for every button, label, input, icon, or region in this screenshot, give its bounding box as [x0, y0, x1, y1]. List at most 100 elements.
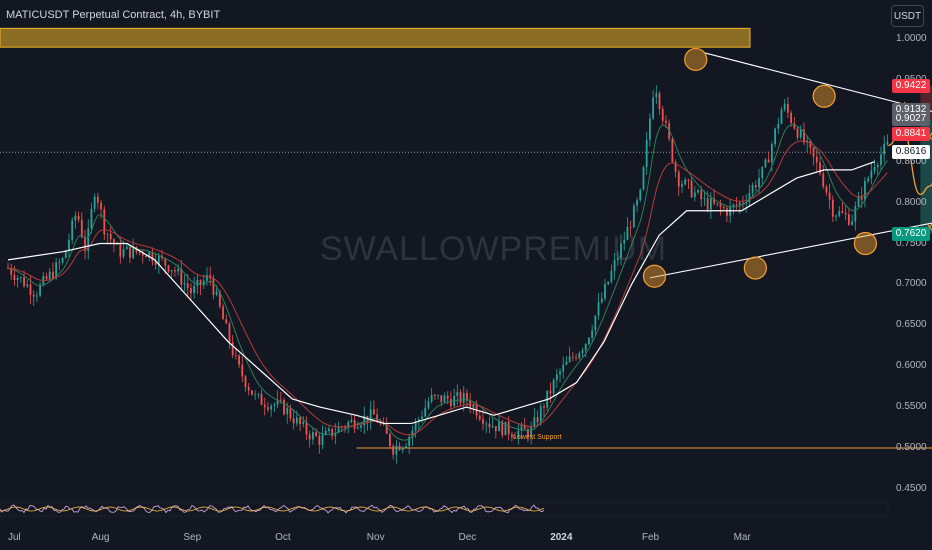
candle-body — [151, 252, 154, 262]
candle-body — [113, 239, 115, 245]
candle-body — [684, 179, 687, 185]
candle-body — [199, 280, 202, 286]
candle-body — [218, 291, 221, 307]
candle-body — [84, 237, 86, 251]
candle-body — [93, 196, 96, 209]
candle-body — [356, 427, 359, 429]
candle-body — [35, 295, 38, 297]
candle-body — [796, 128, 799, 138]
price-badge: 0.9027 — [892, 111, 930, 126]
candle-body — [661, 108, 664, 121]
candle-body — [180, 268, 183, 285]
candle-body — [844, 212, 847, 215]
candle-body — [632, 205, 635, 228]
candle-body — [215, 291, 218, 295]
candle-body — [395, 445, 398, 455]
x-tick-label: Sep — [183, 532, 202, 543]
candle-body — [138, 251, 141, 253]
candle-body — [552, 380, 555, 394]
candle-body — [780, 109, 783, 124]
candle-body — [289, 408, 292, 419]
candle-body — [61, 258, 64, 263]
candle-body — [838, 211, 841, 216]
candle-body — [228, 323, 231, 343]
candle-body — [414, 421, 417, 431]
candle-body — [353, 419, 356, 429]
x-tick-label: Feb — [641, 532, 660, 543]
candle-body — [777, 123, 780, 129]
candle-body — [257, 393, 260, 395]
candle-body — [279, 399, 282, 401]
candle-body — [430, 394, 433, 402]
price-badge: 0.8616 — [892, 145, 930, 160]
candle-body — [401, 447, 404, 451]
candle-body — [671, 138, 674, 163]
candle-body — [706, 198, 709, 210]
candle-body — [578, 353, 581, 359]
candle-body — [363, 415, 366, 426]
price-badge: 0.9422 — [892, 79, 930, 94]
candle-body — [665, 120, 667, 124]
candle-body — [254, 394, 257, 396]
candle-body — [623, 240, 626, 244]
candle-body — [761, 166, 764, 179]
currency-unit-button[interactable]: USDT — [891, 5, 924, 27]
candle-body — [286, 408, 289, 415]
x-tick-label: Nov — [366, 532, 385, 543]
candle-body — [260, 393, 263, 405]
candle-body — [597, 302, 600, 316]
candle-body — [16, 277, 19, 280]
candle-body — [690, 180, 693, 198]
candle-body — [321, 434, 324, 445]
candle-body — [80, 219, 83, 238]
candle-body — [584, 344, 587, 351]
y-tick-label: 0.5000 — [896, 442, 927, 453]
candle-body — [527, 429, 529, 438]
price-badge: 0.8841 — [892, 126, 930, 141]
candle-body — [880, 154, 882, 165]
candle-body — [132, 246, 135, 258]
candle-body — [177, 268, 180, 272]
candle-body — [639, 189, 642, 201]
long-position-box — [920, 119, 932, 234]
candle-body — [613, 260, 616, 271]
candle-body — [77, 215, 80, 220]
candle-body — [488, 423, 491, 428]
y-tick-label: 1.0000 — [896, 33, 927, 44]
projected-path — [888, 128, 932, 196]
candle-body — [157, 256, 160, 265]
candle-body — [530, 426, 533, 438]
candle-body — [591, 330, 594, 338]
candle-body — [857, 196, 860, 207]
candle-body — [421, 416, 423, 420]
candle-body — [864, 180, 866, 200]
circled-touch-point — [642, 264, 667, 288]
oscillator-bounds — [0, 501, 889, 517]
candle-body — [517, 430, 520, 438]
candle-body — [722, 206, 725, 209]
candle-body — [241, 364, 244, 377]
candle-body — [764, 159, 767, 167]
candle-body — [456, 392, 459, 396]
candle-body — [738, 202, 741, 206]
candle-body — [369, 409, 372, 423]
candle-body — [754, 185, 757, 188]
candle-body — [26, 284, 29, 287]
circled-touch-point — [743, 256, 767, 280]
candle-body — [758, 178, 760, 188]
candle-body — [847, 214, 850, 225]
candle-body — [607, 281, 610, 285]
candle-body — [315, 432, 318, 437]
candle-body — [809, 140, 812, 148]
candle-body — [372, 409, 375, 415]
candle-body — [520, 425, 523, 431]
y-tick-label: 0.6500 — [896, 319, 927, 331]
candle-body — [876, 164, 879, 168]
candle-body — [588, 337, 590, 345]
candle-body — [815, 156, 818, 163]
candle-body — [539, 406, 542, 423]
candle-body — [681, 184, 683, 187]
candle-body — [32, 294, 35, 297]
zones-layer — [0, 27, 932, 234]
